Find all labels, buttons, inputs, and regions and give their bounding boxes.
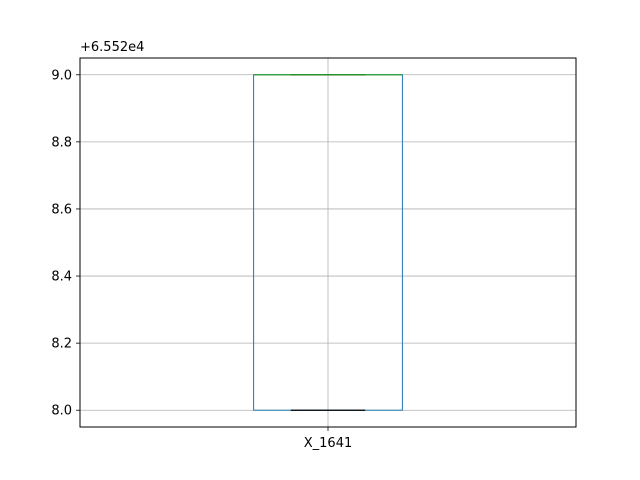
grid-layer — [80, 58, 576, 427]
axis-layer: 8.0 8.2 8.4 8.6 8.8 9.0 X_1641 — [51, 68, 352, 451]
y-tick-label: 8.4 — [51, 270, 72, 285]
y-tick-label: 8.2 — [51, 337, 72, 352]
y-tick-label: 9.0 — [51, 68, 72, 83]
y-tick-label: 8.8 — [51, 135, 72, 150]
box-layer — [253, 74, 403, 411]
y-tick-label: 8.6 — [51, 202, 72, 217]
y-axis-offset-text: +6.552e4 — [80, 40, 144, 55]
x-tick-label: X_1641 — [304, 436, 353, 451]
y-tick-label: 8.0 — [51, 404, 72, 419]
